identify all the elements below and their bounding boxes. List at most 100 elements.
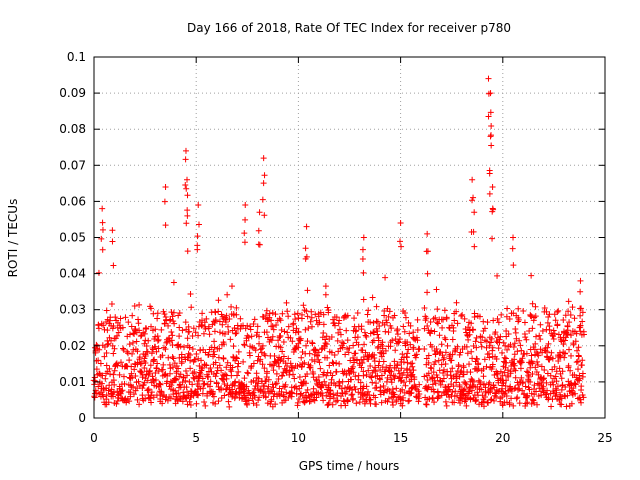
data-point <box>511 356 518 363</box>
data-point <box>392 347 399 354</box>
data-point <box>482 393 489 400</box>
data-point <box>126 357 133 364</box>
data-point <box>279 348 286 355</box>
data-point <box>315 356 322 363</box>
data-point <box>438 341 445 348</box>
data-point <box>261 388 268 395</box>
data-point <box>136 301 143 308</box>
x-tick-label: 20 <box>495 431 510 445</box>
data-point <box>248 333 255 340</box>
data-point <box>259 361 266 368</box>
data-point <box>241 375 248 382</box>
data-point <box>244 369 251 376</box>
data-point <box>179 379 186 386</box>
data-point <box>568 352 575 359</box>
data-point <box>269 323 276 330</box>
data-point <box>148 305 155 312</box>
data-point <box>378 353 385 360</box>
data-point <box>215 383 222 390</box>
data-point <box>134 361 141 368</box>
data-point <box>166 370 173 377</box>
data-point <box>133 338 140 345</box>
data-point <box>504 346 511 353</box>
data-point <box>442 398 449 405</box>
data-point <box>193 351 200 358</box>
data-point <box>406 397 413 404</box>
data-point <box>450 373 457 380</box>
data-point <box>554 383 561 390</box>
data-point <box>212 359 219 366</box>
data-point <box>382 274 389 281</box>
data-point <box>545 313 552 320</box>
data-point <box>458 368 465 375</box>
data-point <box>180 389 187 396</box>
data-point <box>549 355 556 362</box>
data-point <box>575 352 582 359</box>
data-point <box>198 357 205 364</box>
y-axis-label: ROTI / TECUs <box>6 199 20 278</box>
data-point <box>572 338 579 345</box>
data-point <box>550 336 557 343</box>
data-point <box>173 368 180 375</box>
data-point <box>567 382 574 389</box>
data-point <box>210 348 217 355</box>
data-point <box>127 393 134 400</box>
data-point <box>527 364 534 371</box>
data-point <box>159 400 166 407</box>
data-point <box>385 395 392 402</box>
data-point <box>494 315 501 322</box>
data-point <box>358 326 365 333</box>
data-point <box>264 400 271 407</box>
x-tick-label: 25 <box>597 431 612 445</box>
data-point <box>457 349 464 356</box>
data-point <box>344 337 351 344</box>
data-point <box>424 230 431 237</box>
data-point <box>240 389 247 396</box>
data-point <box>412 354 419 361</box>
data-point <box>462 380 469 387</box>
data-point <box>532 340 539 347</box>
data-point <box>495 345 502 352</box>
data-point <box>495 319 502 326</box>
data-point <box>507 368 514 375</box>
data-point <box>106 382 113 389</box>
data-point <box>561 350 568 357</box>
data-point <box>265 376 272 383</box>
data-point <box>340 340 347 347</box>
data-point <box>485 113 492 120</box>
data-point <box>106 334 113 341</box>
data-point <box>558 401 565 408</box>
data-point <box>109 227 116 234</box>
data-point <box>352 328 359 335</box>
data-point <box>475 377 482 384</box>
data-point <box>114 332 121 339</box>
data-point <box>397 238 404 245</box>
data-point <box>261 172 268 179</box>
data-point <box>128 363 135 370</box>
data-point <box>324 304 331 311</box>
data-point <box>189 332 196 339</box>
data-point <box>491 371 498 378</box>
data-point <box>284 308 291 315</box>
data-point <box>411 374 418 381</box>
data-point <box>339 344 346 351</box>
data-point <box>320 311 327 318</box>
data-point <box>211 344 218 351</box>
data-point <box>341 384 348 391</box>
data-point <box>481 356 488 363</box>
data-point <box>374 345 381 352</box>
data-point <box>106 365 113 372</box>
data-point <box>170 309 177 316</box>
data-point <box>521 330 528 337</box>
data-point <box>532 303 539 310</box>
data-point <box>576 372 583 379</box>
data-point <box>162 346 169 353</box>
data-point <box>445 391 452 398</box>
data-point <box>222 371 229 378</box>
data-point <box>95 269 102 276</box>
data-point <box>292 316 299 323</box>
data-point <box>233 311 240 318</box>
data-point <box>579 309 586 316</box>
data-point <box>141 330 148 337</box>
data-point <box>114 362 121 369</box>
